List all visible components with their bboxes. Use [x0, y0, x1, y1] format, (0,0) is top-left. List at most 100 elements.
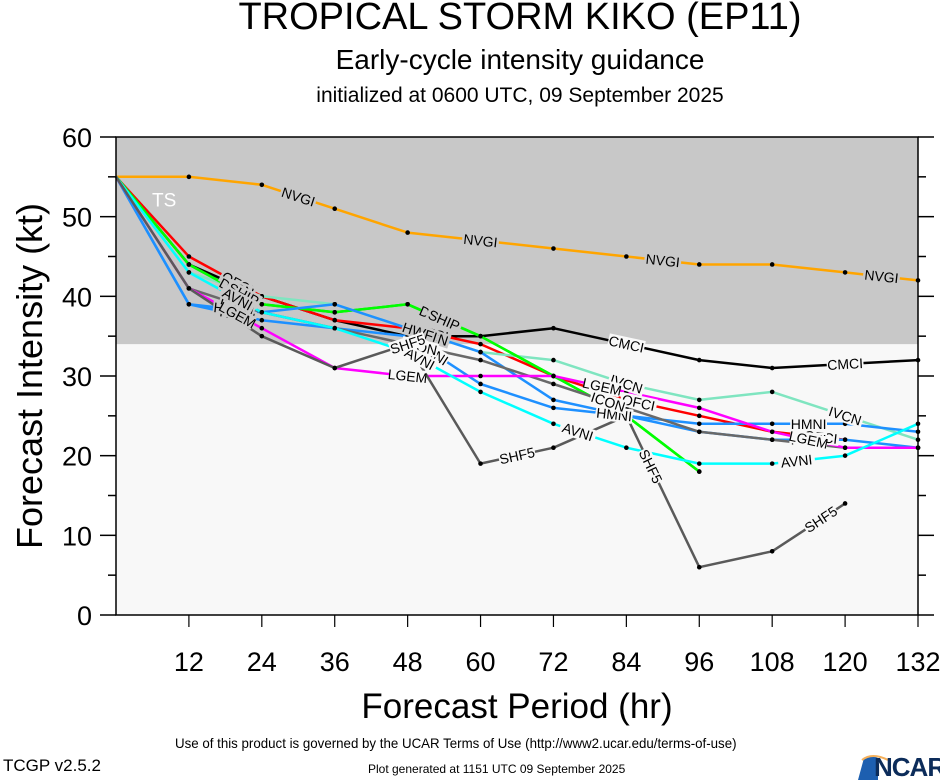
- data-point-ship: [186, 262, 192, 267]
- data-point-ofci: [478, 341, 483, 347]
- data-point-avni: [769, 461, 775, 466]
- data-point-nvgi: [405, 230, 410, 235]
- series-label-nvgi: NVGI: [461, 231, 500, 250]
- data-point-ivcn: [769, 389, 775, 395]
- series-label-nvgi: NVGI: [862, 267, 901, 286]
- data-point-nvgi: [332, 206, 338, 211]
- series-label-bg: [387, 331, 428, 357]
- x-tick-label: 108: [750, 647, 795, 677]
- series-label-bg: [862, 267, 901, 286]
- series-label-bg: [606, 333, 646, 355]
- y-tick-label: 20: [62, 442, 92, 472]
- series-label-bg: [217, 299, 258, 330]
- chart-subtitle: Early-cycle intensity guidance: [335, 44, 705, 75]
- data-point-hmni: [186, 302, 192, 307]
- data-point-hwfi: [478, 349, 483, 355]
- data-point-shf5: [186, 286, 192, 291]
- ncar-logo-text: NCAR: [874, 752, 940, 782]
- data-point-ship: [696, 469, 702, 474]
- x-tick-label: 120: [823, 647, 868, 677]
- series-label-bg: [826, 356, 864, 372]
- data-point-hwfi: [551, 397, 556, 403]
- data-point-avni: [478, 389, 483, 395]
- data-point-hmni: [478, 381, 483, 387]
- series-label-cmci: CMCI: [826, 355, 864, 373]
- data-point-avni: [186, 270, 192, 275]
- data-point-lgem: [551, 373, 556, 379]
- data-point-lgem: [259, 325, 265, 331]
- data-point-ofci: [332, 317, 338, 323]
- data-point-lgem: [769, 429, 775, 435]
- data-point-nvgi: [551, 246, 556, 251]
- data-point-ofci: [186, 254, 192, 259]
- data-point-icon: [696, 429, 702, 435]
- generated-time: Plot generated at 1151 UTC 09 September …: [368, 762, 626, 776]
- series-label-cmci: CMCI: [606, 332, 646, 356]
- x-tick-label: 132: [895, 647, 940, 677]
- y-tick-label: 50: [62, 203, 92, 233]
- series-label-bg: [424, 306, 464, 334]
- data-point-cmci: [769, 365, 775, 371]
- data-point-hwfi: [842, 437, 848, 443]
- data-point-avni: [696, 461, 702, 466]
- y-axis-label: Forecast Intensity (kt): [9, 203, 50, 549]
- y-tick-label: 60: [62, 123, 92, 153]
- data-point-avni: [842, 453, 848, 458]
- series-label-bg: [636, 446, 665, 486]
- data-point-hmni: [769, 421, 775, 427]
- y-tick-label: 0: [77, 601, 92, 631]
- data-point-shf5: [259, 333, 265, 339]
- y-tick-label: 10: [62, 521, 92, 551]
- series-label-hmni: HMNI: [790, 416, 827, 432]
- x-axis: 12 24 36 48 60 72 84 96 108 120 132: [174, 615, 940, 677]
- series-label-shf5: SHF5: [497, 444, 537, 467]
- series-label-bg: [497, 444, 537, 467]
- data-point-ship: [478, 333, 483, 339]
- data-point-shf5: [478, 461, 483, 466]
- data-point-ship: [259, 302, 265, 307]
- data-point-ship: [405, 302, 410, 307]
- x-axis-label: Forecast Period (hr): [361, 687, 672, 726]
- data-point-nvgi: [186, 174, 192, 180]
- series-label-text: CMCI: [607, 332, 645, 355]
- data-point-avni: [259, 309, 265, 315]
- series-labels: NVGINVGINVGINVGICMCICMCIOFCIOFCIOFCIOFCI…: [212, 184, 901, 536]
- data-point-lgem: [842, 445, 848, 451]
- data-point-ship: [332, 309, 338, 315]
- data-point-shf5: [769, 548, 775, 554]
- series-label-bg: [582, 375, 622, 398]
- series-label-bg: [461, 231, 500, 250]
- series-label-text: CMCI: [827, 355, 864, 373]
- x-tick-label: 60: [466, 647, 496, 677]
- series-label-bg: [619, 391, 658, 414]
- x-tick-label: 72: [538, 647, 568, 677]
- data-point-avni: [624, 445, 629, 451]
- data-point-hmni: [259, 317, 265, 323]
- data-point-hmni: [696, 421, 702, 427]
- data-point-nvgi: [769, 262, 775, 267]
- series-label-bg: [388, 367, 427, 385]
- series-label-bg: [777, 452, 816, 470]
- x-tick-label: 24: [247, 647, 277, 677]
- series-label-text: NVGI: [645, 251, 681, 271]
- data-point-ofci: [696, 413, 702, 419]
- ncar-logo-icon: [858, 755, 889, 780]
- series-label-bg: [606, 371, 647, 397]
- series-label-bg: [558, 419, 598, 445]
- series-label-nvgi: NVGI: [643, 251, 682, 271]
- series-label-text: AVNI: [780, 451, 813, 470]
- data-point-shf5: [332, 365, 338, 371]
- x-tick-label: 84: [611, 647, 641, 677]
- data-point-nvgi: [624, 254, 629, 259]
- band-label: TS: [152, 191, 176, 212]
- version-label: TCGP v2.5.2: [3, 756, 101, 775]
- data-point-nvgi: [259, 182, 265, 188]
- data-point-shf5: [842, 501, 848, 506]
- data-point-icon: [551, 381, 556, 387]
- terms-of-use-text: Use of this product is governed by the U…: [175, 735, 737, 751]
- series-label-bg: [400, 343, 440, 374]
- series-label-bg: [643, 251, 682, 270]
- data-point-shf5: [696, 564, 702, 570]
- data-point-avni: [551, 421, 556, 427]
